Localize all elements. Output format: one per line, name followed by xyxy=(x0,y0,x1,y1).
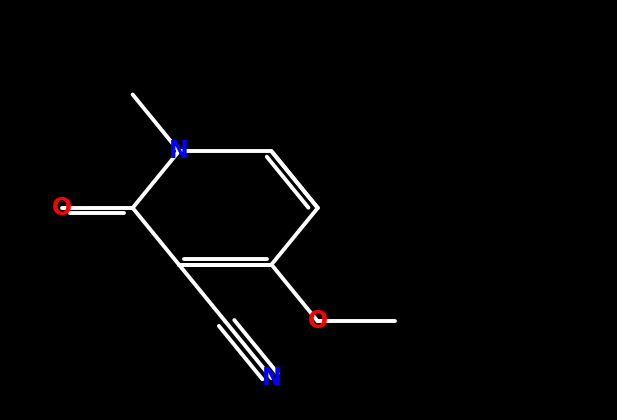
Text: N: N xyxy=(262,366,281,390)
Text: O: O xyxy=(308,309,328,333)
Text: O: O xyxy=(52,196,72,220)
Text: N: N xyxy=(169,139,189,163)
